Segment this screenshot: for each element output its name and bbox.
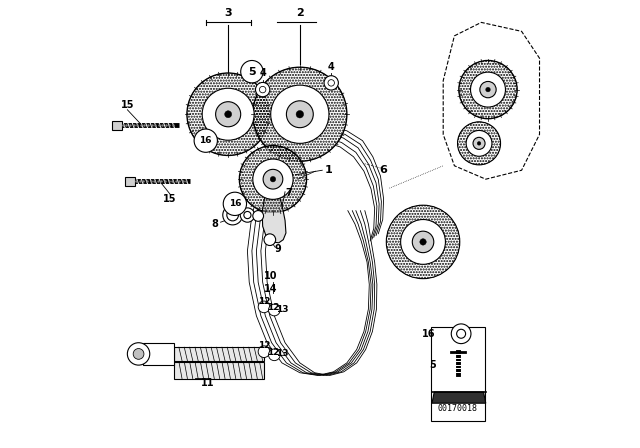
Circle shape — [241, 60, 263, 83]
Text: 7: 7 — [285, 188, 292, 198]
Circle shape — [187, 73, 269, 155]
Circle shape — [328, 80, 335, 86]
Circle shape — [253, 67, 347, 161]
Circle shape — [324, 76, 339, 90]
Circle shape — [255, 82, 270, 97]
Circle shape — [202, 88, 254, 140]
Text: 1: 1 — [325, 165, 333, 175]
Text: 11: 11 — [201, 378, 215, 388]
Text: 4: 4 — [259, 69, 266, 78]
Circle shape — [480, 82, 496, 98]
Circle shape — [253, 211, 264, 221]
Circle shape — [194, 129, 218, 152]
Circle shape — [225, 111, 232, 118]
Circle shape — [244, 211, 251, 219]
Bar — [174, 362, 264, 379]
Text: 5: 5 — [248, 67, 256, 77]
Circle shape — [269, 304, 280, 316]
Text: 12: 12 — [267, 348, 279, 357]
Text: 10: 10 — [264, 271, 278, 280]
Circle shape — [401, 220, 445, 264]
Circle shape — [412, 231, 434, 253]
Circle shape — [239, 146, 307, 213]
Circle shape — [223, 192, 246, 215]
Text: 6: 6 — [379, 165, 387, 175]
Circle shape — [456, 329, 466, 338]
Circle shape — [458, 122, 500, 165]
Text: 12: 12 — [258, 341, 270, 350]
Circle shape — [227, 209, 239, 221]
Text: 16: 16 — [422, 329, 436, 339]
Circle shape — [296, 111, 303, 118]
Circle shape — [466, 130, 492, 156]
Text: 9: 9 — [274, 244, 281, 254]
Circle shape — [133, 349, 144, 359]
Text: 13: 13 — [276, 305, 288, 314]
Text: 15: 15 — [163, 194, 177, 204]
Circle shape — [477, 142, 481, 145]
Text: 14: 14 — [264, 284, 278, 294]
Circle shape — [263, 169, 283, 189]
Circle shape — [264, 234, 276, 246]
Circle shape — [240, 208, 255, 222]
Polygon shape — [262, 166, 286, 243]
Text: 15: 15 — [120, 100, 134, 110]
Circle shape — [258, 301, 270, 313]
Circle shape — [287, 101, 314, 128]
Bar — [112, 121, 122, 130]
Polygon shape — [432, 392, 486, 403]
Text: 12: 12 — [267, 303, 279, 312]
Circle shape — [223, 205, 243, 225]
Text: 8: 8 — [211, 219, 218, 229]
Circle shape — [420, 239, 426, 245]
Bar — [431, 327, 485, 421]
Circle shape — [269, 349, 280, 361]
Text: 12: 12 — [258, 297, 270, 306]
Text: 2: 2 — [296, 8, 304, 18]
Text: 16: 16 — [228, 199, 241, 208]
Circle shape — [473, 138, 485, 149]
Circle shape — [470, 72, 506, 107]
Circle shape — [486, 87, 490, 92]
Circle shape — [127, 343, 150, 365]
Bar — [125, 177, 135, 186]
Text: 00170018: 00170018 — [438, 404, 478, 413]
Bar — [143, 343, 174, 365]
Circle shape — [270, 177, 276, 182]
Text: 13: 13 — [276, 349, 288, 358]
Circle shape — [271, 85, 329, 143]
Text: 16: 16 — [200, 136, 212, 145]
Circle shape — [258, 346, 270, 358]
Circle shape — [387, 205, 460, 279]
Circle shape — [259, 86, 266, 93]
Circle shape — [451, 324, 471, 344]
Text: 3: 3 — [225, 8, 232, 18]
Circle shape — [459, 60, 517, 119]
Circle shape — [216, 102, 241, 127]
Text: 4: 4 — [328, 62, 335, 72]
Circle shape — [253, 159, 293, 199]
Bar — [174, 347, 264, 361]
Text: 5: 5 — [429, 360, 436, 370]
